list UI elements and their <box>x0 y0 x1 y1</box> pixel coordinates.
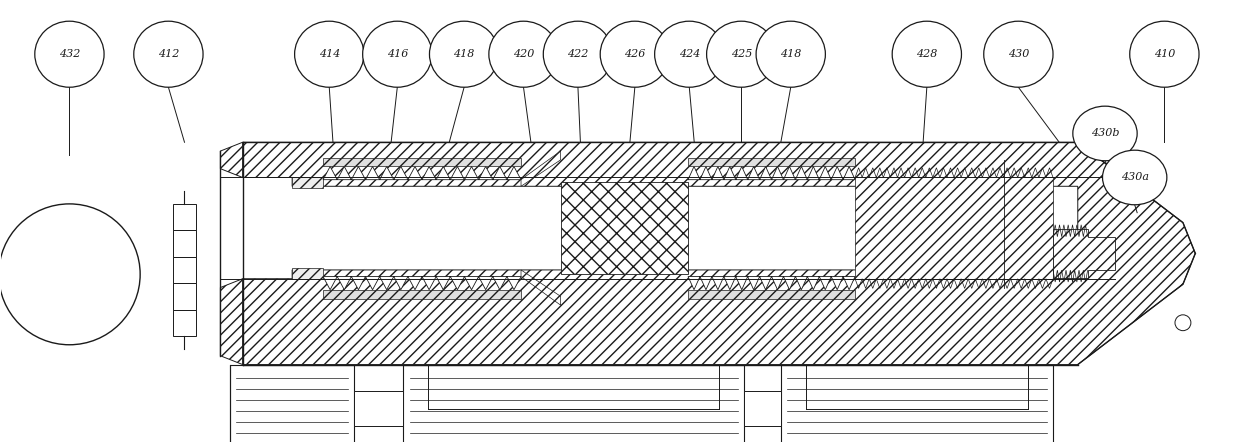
Ellipse shape <box>893 21 961 87</box>
Bar <box>174 310 196 336</box>
Ellipse shape <box>489 21 558 87</box>
Text: 422: 422 <box>567 49 589 59</box>
Bar <box>560 182 688 274</box>
Bar <box>856 178 1053 279</box>
Text: 414: 414 <box>319 49 340 59</box>
Text: 420: 420 <box>513 49 534 59</box>
Ellipse shape <box>429 21 498 87</box>
Polygon shape <box>243 142 1195 365</box>
Ellipse shape <box>655 21 724 87</box>
Bar <box>688 158 856 167</box>
Ellipse shape <box>707 21 776 87</box>
Ellipse shape <box>756 21 826 87</box>
Polygon shape <box>293 268 324 279</box>
Text: 418: 418 <box>780 49 801 59</box>
Bar <box>324 158 521 167</box>
Bar <box>174 204 196 230</box>
Ellipse shape <box>600 21 670 87</box>
Polygon shape <box>324 167 521 180</box>
Bar <box>174 256 196 283</box>
Text: 430a: 430a <box>1121 172 1148 183</box>
Text: 430b: 430b <box>1091 128 1120 139</box>
Text: 424: 424 <box>678 49 699 59</box>
Polygon shape <box>221 142 243 178</box>
Text: 416: 416 <box>387 49 408 59</box>
Bar <box>324 290 521 299</box>
Bar <box>403 365 744 443</box>
Ellipse shape <box>1130 21 1199 87</box>
Ellipse shape <box>134 21 203 87</box>
Text: 410: 410 <box>1153 49 1176 59</box>
Text: 426: 426 <box>624 49 646 59</box>
Ellipse shape <box>35 21 104 87</box>
Text: 418: 418 <box>454 49 475 59</box>
Text: 430: 430 <box>1008 49 1029 59</box>
Polygon shape <box>1053 229 1115 278</box>
Polygon shape <box>221 279 243 365</box>
Text: 428: 428 <box>916 49 937 59</box>
Polygon shape <box>521 270 560 305</box>
Polygon shape <box>688 276 856 290</box>
Ellipse shape <box>295 21 363 87</box>
Bar <box>231 365 353 443</box>
Bar <box>174 283 196 310</box>
Ellipse shape <box>1073 106 1137 161</box>
Polygon shape <box>688 167 856 180</box>
Circle shape <box>0 204 140 345</box>
Ellipse shape <box>1102 150 1167 205</box>
Polygon shape <box>521 151 560 187</box>
Polygon shape <box>324 276 521 290</box>
Polygon shape <box>293 178 324 188</box>
Bar <box>688 290 856 299</box>
Circle shape <box>1176 315 1190 330</box>
Text: 425: 425 <box>730 49 751 59</box>
Bar <box>174 230 196 256</box>
Bar <box>744 391 781 426</box>
Text: 432: 432 <box>58 49 81 59</box>
Bar <box>781 365 1053 443</box>
Ellipse shape <box>543 21 613 87</box>
Text: 412: 412 <box>157 49 179 59</box>
Ellipse shape <box>362 21 432 87</box>
Ellipse shape <box>983 21 1053 87</box>
Bar <box>353 391 403 426</box>
